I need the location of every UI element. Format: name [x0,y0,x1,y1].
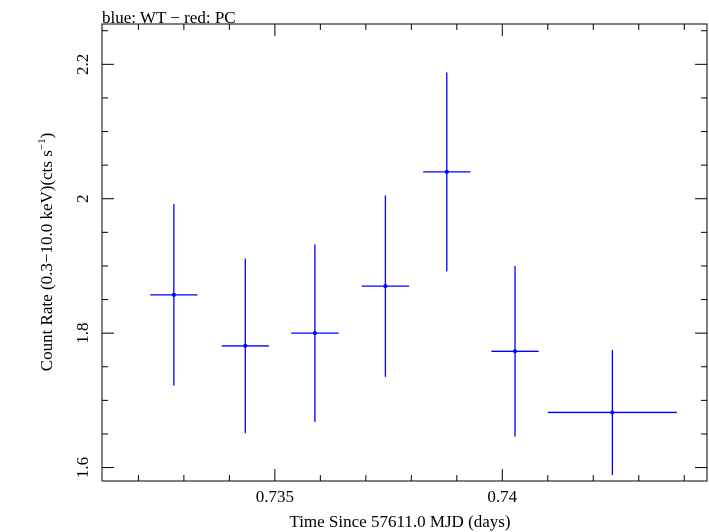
data-point [491,265,539,437]
data-point [150,204,198,386]
x-tick-label: 0.74 [487,487,517,506]
data-marker [444,169,449,174]
y-tick-label: 1.8 [73,323,92,344]
data-marker [610,410,615,415]
data-point [221,258,269,434]
y-tick-label: 1.6 [73,457,92,478]
data-point [361,195,410,377]
x-axis-title: Time Since 57611.0 MJD (days) [289,512,510,531]
plot-frame [101,23,708,482]
y-axis-tick-labels: 1.6 1.8 2 2.2 [73,54,92,478]
data-point [423,72,471,272]
data-marker [383,284,388,289]
y-tick-label: 2 [73,194,92,203]
x-tick-label: 0.735 [256,487,294,506]
y-axis-title-superscript: −1 [36,138,48,150]
x-axis-tick-labels: 0.735 0.74 [256,487,518,506]
chart-title: blue: WT − red: PC [102,8,236,27]
x-axis-ticks [137,24,685,481]
data-marker [171,292,176,297]
y-axis-title: Count Rate (0.3−10.0 keV)(cts s−1) [36,133,56,372]
data-marker [513,349,518,354]
series-wt [150,72,677,475]
data-marker [312,331,317,336]
y-axis-title-main: Count Rate (0.3−10.0 keV)(cts s [37,150,56,371]
data-marker [243,343,248,348]
y-tick-label: 2.2 [73,54,92,75]
data-point [291,244,339,422]
data-point [547,349,677,475]
y-axis-ticks [102,30,707,469]
y-axis-title-close: ) [37,133,56,139]
